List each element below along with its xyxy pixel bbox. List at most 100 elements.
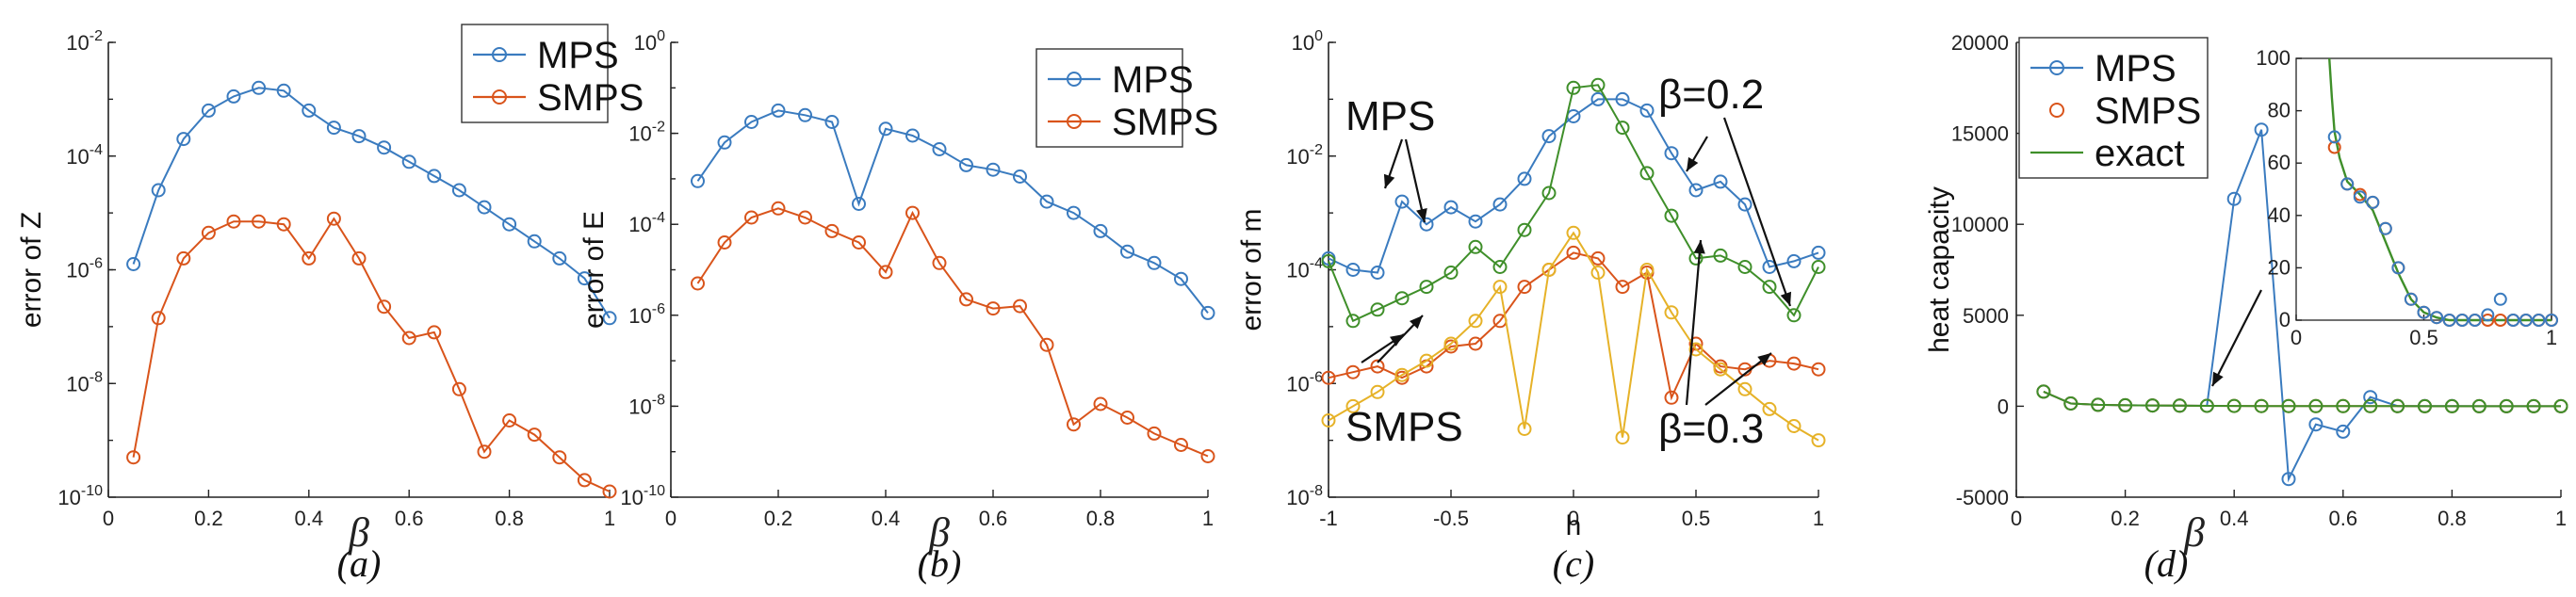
series-smps-point <box>276 217 291 232</box>
series-mps-point <box>602 311 617 326</box>
series-smps-point <box>1147 426 1162 441</box>
tick-base: 10 <box>1286 486 1309 509</box>
series-exact-point <box>2172 398 2187 413</box>
series-smps-point <box>552 450 567 465</box>
legend-marker <box>2049 60 2064 75</box>
series-smps-0-3-point <box>1762 401 1777 416</box>
series-smps-0-2-point <box>1517 280 1532 295</box>
series-mps-point <box>2281 472 2296 487</box>
tick-base: 10 <box>66 31 89 55</box>
series-mps-point <box>377 140 392 155</box>
series-mps-0-3-point <box>1517 222 1532 237</box>
series-exact-point <box>2226 398 2242 413</box>
panel-label: (b) <box>918 542 962 585</box>
series-exact-point <box>2390 398 2405 413</box>
arrow-inset <box>2211 289 2262 387</box>
series-mps-0-3-point <box>1762 280 1777 295</box>
series-smps-point <box>126 450 141 465</box>
series-smps-point <box>771 201 786 216</box>
series-smps-0-3-point <box>1664 305 1679 320</box>
y-tick-label: 10-8 <box>66 369 103 395</box>
inset-mps-point <box>2455 314 2470 327</box>
series-mps-point <box>276 83 291 98</box>
arrow-mps-2 <box>1404 138 1427 223</box>
series-mps-0-2-point <box>1370 266 1385 280</box>
series-exact-point <box>2091 397 2106 412</box>
series-mps-point <box>852 197 866 211</box>
legend-marker <box>492 89 507 105</box>
inset-y-tick-label: 0 <box>2279 308 2291 331</box>
inset-frame <box>2295 57 2552 321</box>
series-mps-point <box>527 234 542 249</box>
x-tick-label: 0.6 <box>2329 507 2358 530</box>
series-mps-0-3-point <box>1664 208 1679 223</box>
y-tick-label: 10-6 <box>628 301 665 328</box>
series-smps-point <box>932 255 947 270</box>
series-smps-0-2-point <box>1786 356 1802 371</box>
series-exact-point <box>2308 398 2323 413</box>
tick-base: 10 <box>57 486 80 509</box>
series-mps-point <box>326 121 341 136</box>
series-mps-line <box>132 87 611 319</box>
series-smps-0-3-point <box>1419 353 1434 368</box>
series-smps-point <box>1200 449 1215 463</box>
legend-marker <box>1067 72 1082 87</box>
series-mps-point <box>744 115 758 129</box>
y-tick-label: -5000 <box>1956 486 2009 509</box>
inset-mps-point <box>2506 314 2520 327</box>
x-tick-label: 0.6 <box>395 507 424 530</box>
series-smps-0-3-point <box>1370 384 1385 399</box>
x-tick-label: 0.4 <box>2220 507 2249 530</box>
inset-mps-point <box>2493 292 2507 306</box>
x-tick-label: 0.8 <box>495 507 524 530</box>
series-smps-point <box>1013 298 1027 314</box>
series-mps-0-3-point <box>1419 280 1434 295</box>
x-axis-label: β <box>348 509 369 556</box>
tick-base: 10 <box>634 31 657 55</box>
series-smps-point <box>986 301 1001 316</box>
series-mps-point <box>717 135 732 150</box>
series-mps-0-3-point <box>1468 239 1483 254</box>
inset-y-tick-label: 80 <box>2268 99 2291 122</box>
series-smps-point <box>401 331 416 346</box>
series-mps-0-2-point <box>1786 253 1802 268</box>
series-mps-0-2-point <box>1664 146 1679 161</box>
tick-base: 10 <box>66 145 89 169</box>
series-smps-0-2-point <box>1615 280 1630 295</box>
tick-exponent: -6 <box>652 301 665 317</box>
series-exact-point <box>2118 397 2133 412</box>
series-mps-0-2-point <box>1492 197 1508 212</box>
series-mps-0-2-point <box>1419 217 1434 232</box>
series-mps-point <box>1120 244 1134 259</box>
series-mps-point <box>252 80 267 95</box>
series-smps-point <box>427 325 442 340</box>
inset-mps-point <box>2468 314 2482 327</box>
series-smps-point <box>252 214 267 229</box>
x-tick-label: 1 <box>1202 507 1214 530</box>
series-exact-point <box>2199 398 2214 413</box>
series-smps-point <box>577 473 592 488</box>
series-smps-point <box>502 413 517 428</box>
tick-exponent: 0 <box>657 28 665 44</box>
series-smps-line <box>2043 390 2561 408</box>
y-tick-label: 100 <box>1292 28 1323 55</box>
tick-base: 10 <box>628 122 651 146</box>
y-tick-label: 10-4 <box>1286 256 1323 282</box>
tick-exponent: -10 <box>644 483 665 499</box>
y-tick-label: 5000 <box>1963 304 2009 328</box>
series-smps-0-3-line <box>1328 231 1819 442</box>
inset-mps-point <box>2404 292 2418 306</box>
inset-y-tick-label: 60 <box>2268 151 2291 174</box>
series-mps-0-2-point <box>1468 214 1483 229</box>
series-smps-point <box>351 250 367 266</box>
series-mps-point <box>771 103 786 118</box>
legend-label: MPS <box>537 35 619 76</box>
series-exact-point <box>2063 396 2079 411</box>
y-tick-label: 0 <box>1997 395 2009 418</box>
tick-exponent: -8 <box>90 369 103 385</box>
legend-box <box>461 24 609 123</box>
tick-exponent: -4 <box>1310 256 1323 272</box>
series-exact-point <box>2281 398 2296 413</box>
inset-mps-point <box>2327 130 2341 144</box>
inset-mps-point <box>2340 177 2355 191</box>
